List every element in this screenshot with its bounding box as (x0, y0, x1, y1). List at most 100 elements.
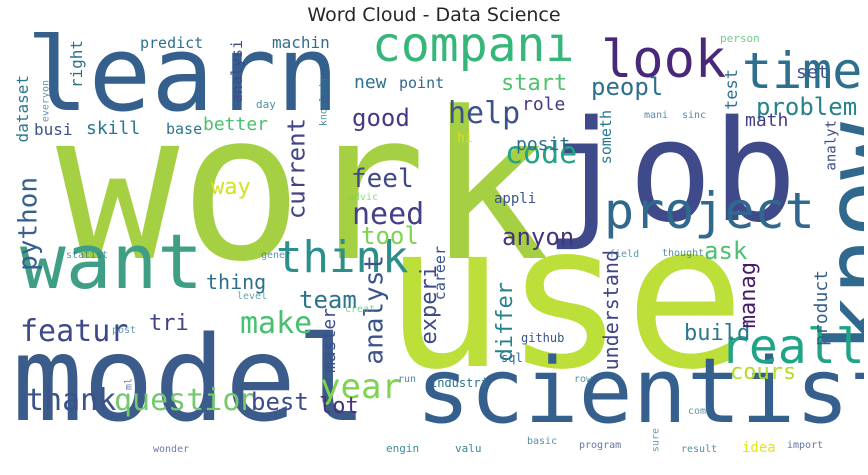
word-best: best (251, 388, 309, 416)
word-current: current (283, 118, 311, 219)
word-year: year (320, 367, 402, 407)
word-tool: tool (361, 222, 419, 250)
word-set: set (796, 62, 829, 83)
word-need: need (352, 197, 424, 232)
word-thing: thing (206, 270, 266, 294)
word-field: field (609, 249, 639, 260)
word-compani: compani (372, 32, 574, 73)
word-think: think (276, 232, 408, 283)
word-cours: cours (730, 360, 796, 385)
word-master: master (319, 308, 340, 373)
word-want: want (20, 217, 203, 306)
word-point: point (399, 74, 444, 92)
word-ml: ml (123, 378, 134, 390)
word-sinc: sinc (682, 110, 706, 121)
word-good: good (352, 104, 410, 132)
word-differ: differ (493, 282, 518, 361)
word-problem: problem (756, 93, 857, 121)
word-someth: someth (597, 110, 615, 164)
word-predict: predict (140, 34, 203, 52)
word-row: row (574, 374, 593, 385)
word-statist: statist (66, 250, 108, 261)
word-scientist: scientist (416, 339, 864, 444)
word-advic: advic (348, 192, 378, 203)
word-program: program (579, 440, 621, 451)
word-machin: machin (272, 33, 330, 52)
word-everyon: everyon (40, 80, 51, 122)
word-appli: appli (494, 191, 536, 207)
word-analyst: analyst (359, 255, 389, 365)
word-right: right (67, 40, 86, 88)
word-skill: skill (86, 118, 140, 139)
word-job: job (544, 91, 797, 254)
word-understand: understand (599, 250, 623, 370)
word-new: new (354, 72, 387, 93)
word-github: github (521, 331, 564, 345)
word-thank: thank (26, 383, 116, 418)
word-python: python (13, 177, 43, 271)
word-wonder: wonder (153, 444, 189, 455)
word-career: career (431, 246, 449, 300)
word-idea: idea (742, 440, 776, 456)
word-person: person (720, 32, 760, 45)
word-anyon: anyon (502, 223, 574, 251)
word-post: post (112, 325, 136, 336)
word-tri: tri (149, 311, 189, 336)
word-basic: basic (527, 436, 557, 447)
chart-title: Word Cloud - Data Science (307, 4, 561, 26)
word-realli: realli (720, 319, 864, 375)
word-sql: sql (501, 351, 523, 365)
word-import: import (787, 440, 823, 451)
word-ask: ask (704, 237, 748, 265)
word-run: run (398, 374, 416, 385)
word-valu: valu (455, 442, 482, 455)
word-mani: mani (644, 110, 668, 121)
word-test: test (722, 69, 742, 110)
word-level: level (237, 291, 267, 302)
word-lot: lot (319, 394, 359, 419)
word-day: day (256, 98, 276, 111)
word-featur: featur (20, 314, 128, 349)
word-cloud-canvas: work use model learn job scientist know want loo… (4, 13, 868, 470)
word-result: result (681, 444, 717, 455)
word-know: know (804, 122, 864, 353)
word-help: help (448, 96, 520, 131)
word-better: better (203, 114, 268, 135)
word-make: make (240, 306, 312, 341)
word-question: question (114, 383, 259, 418)
word-sure: sure (650, 428, 661, 452)
word-knowledg: knowledg (318, 78, 329, 126)
word-come: come (688, 406, 712, 417)
word-use: use (384, 181, 745, 414)
word-feel: feel (351, 164, 414, 194)
word-hi: hi (457, 131, 473, 146)
word-product: product (811, 270, 832, 346)
word-start: start (501, 71, 567, 96)
word-industri: industri (430, 376, 488, 390)
word-engin: engin (386, 442, 419, 455)
word-gener: gener (261, 250, 291, 261)
word-creat: creat (345, 304, 375, 315)
word-peopl: peopl (591, 73, 663, 101)
word-learn: learn (26, 32, 339, 135)
word-experi: experi (417, 265, 442, 344)
word-busi: busi (34, 120, 73, 139)
word-thought: thought (662, 248, 704, 259)
word-build: build (684, 321, 750, 346)
word-code: code (505, 136, 577, 171)
word-work: work (56, 69, 550, 307)
word-posit: posit (516, 134, 570, 155)
word-dataset: dataset (13, 75, 32, 142)
word-way: way (211, 175, 251, 200)
word-math: math (745, 110, 788, 131)
word-role: role (522, 94, 565, 115)
word-team: team (299, 286, 357, 314)
word-manag: manag (736, 262, 761, 328)
word-base: base (166, 120, 202, 138)
word-analysi: analysi (228, 40, 246, 103)
word-time: time (742, 42, 862, 100)
word-project: project (604, 182, 815, 240)
word-model: model (12, 310, 367, 448)
word-look: look (601, 32, 726, 90)
